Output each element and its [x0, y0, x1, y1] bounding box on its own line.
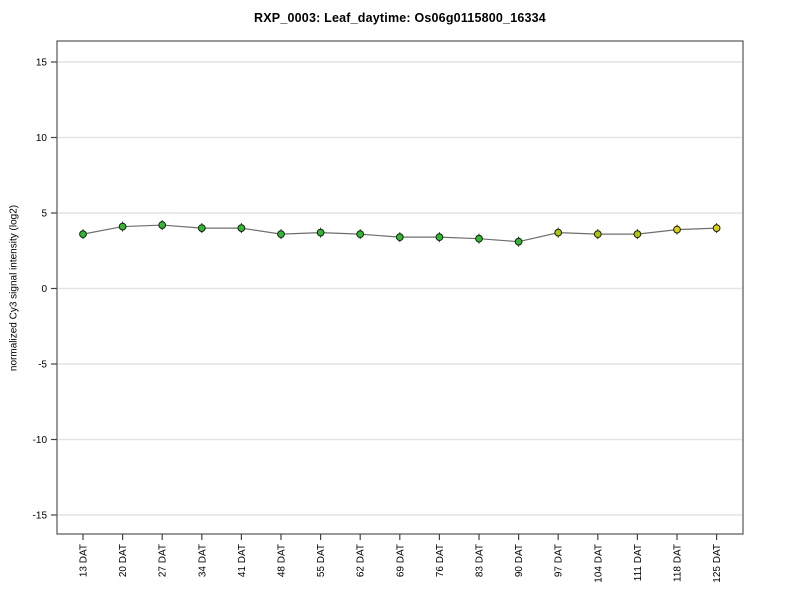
x-tick-label: 111 DAT	[633, 544, 644, 581]
data-point	[79, 230, 87, 239]
x-tick-label: 27 DAT	[158, 544, 169, 577]
x-tick-label: 90 DAT	[514, 544, 525, 577]
data-point	[554, 228, 563, 237]
data-point	[475, 234, 483, 243]
data-point	[316, 228, 325, 237]
y-tick-label: -15	[33, 511, 48, 522]
x-tick-label: 118 DAT	[673, 544, 684, 582]
x-tick-label: 97 DAT	[554, 544, 565, 577]
data-point	[395, 233, 404, 242]
x-tick-label: 41 DAT	[237, 544, 248, 577]
y-tick-label: -10	[33, 435, 48, 446]
x-tick-label: 104 DAT	[593, 544, 604, 583]
data-point	[237, 224, 246, 233]
y-tick-label: -5	[38, 360, 47, 371]
data-point	[277, 230, 285, 239]
data-point	[356, 230, 365, 239]
data-point	[197, 224, 206, 233]
x-tick-label: 20 DAT	[118, 544, 129, 577]
data-point	[633, 230, 642, 239]
x-tick-label: 34 DAT	[197, 544, 208, 577]
data-point	[435, 233, 444, 242]
y-tick-label: 10	[36, 133, 48, 144]
data-point	[158, 221, 167, 229]
chart-title: RXP_0003: Leaf_daytime: Os06g0115800_163…	[254, 11, 546, 25]
x-tick-label: 48 DAT	[277, 544, 288, 577]
y-tick-label: 5	[41, 209, 47, 220]
x-tick-label: 13 DAT	[79, 544, 90, 577]
x-tick-label: 76 DAT	[435, 544, 446, 577]
x-tick-label: 125 DAT	[712, 544, 723, 583]
x-tick-label: 55 DAT	[316, 544, 327, 577]
data-point	[673, 225, 681, 234]
data-point	[514, 237, 523, 246]
x-tick-label: 62 DAT	[356, 544, 367, 577]
data-point	[593, 230, 602, 239]
x-tick-label: 69 DAT	[395, 544, 406, 577]
plot-box	[56, 40, 744, 535]
x-tick-label: 83 DAT	[475, 544, 486, 577]
y-tick-label: 15	[36, 58, 48, 69]
data-point	[118, 222, 127, 231]
y-tick-label: 0	[41, 284, 47, 295]
data-point	[712, 224, 721, 233]
